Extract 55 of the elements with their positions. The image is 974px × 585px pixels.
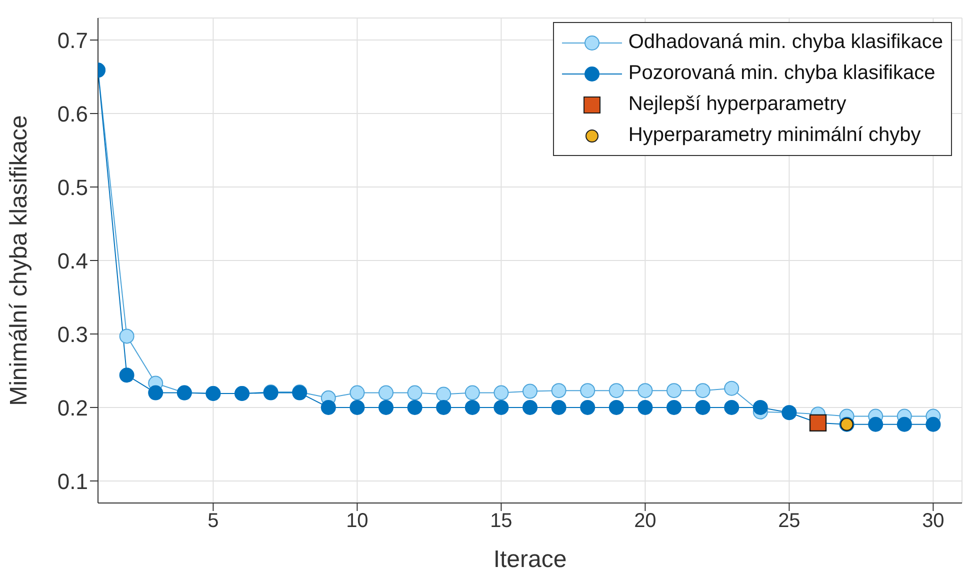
point bbox=[638, 383, 653, 398]
point bbox=[378, 385, 394, 400]
point bbox=[752, 400, 768, 415]
x-tick-label: 25 bbox=[778, 510, 800, 532]
point bbox=[551, 383, 566, 398]
point bbox=[666, 400, 682, 415]
point bbox=[695, 400, 710, 415]
point bbox=[148, 385, 164, 400]
point bbox=[407, 400, 422, 415]
point bbox=[580, 383, 596, 398]
y-tick-label: 0.3 bbox=[57, 322, 88, 347]
y-tick-label: 0.5 bbox=[57, 174, 88, 200]
point bbox=[666, 383, 682, 398]
point bbox=[522, 400, 538, 415]
point bbox=[350, 400, 365, 415]
point bbox=[695, 383, 710, 398]
x-tick-label: 20 bbox=[634, 510, 656, 532]
point bbox=[436, 400, 452, 415]
y-tick-label: 0.7 bbox=[57, 28, 88, 53]
point bbox=[896, 416, 912, 432]
x-tick-label: 30 bbox=[922, 510, 944, 532]
point bbox=[580, 400, 596, 415]
point bbox=[522, 384, 538, 399]
y-tick-label: 0.4 bbox=[57, 248, 88, 274]
point bbox=[494, 385, 509, 400]
legend-label: Hyperparametry minimální chyby bbox=[628, 124, 921, 147]
point bbox=[350, 385, 365, 400]
y-axis-title: Minimální chyba klasifikace bbox=[6, 115, 33, 406]
point bbox=[724, 400, 740, 415]
point bbox=[494, 400, 509, 415]
y-tick-label: 0.6 bbox=[57, 101, 88, 126]
legend-label: Nejlepší hyperparametry bbox=[628, 93, 846, 116]
point bbox=[464, 400, 480, 415]
x-tick-label: 5 bbox=[208, 510, 219, 532]
point bbox=[119, 328, 134, 344]
x-axis-title: Iterace bbox=[493, 546, 567, 573]
y-tick-label: 0.1 bbox=[57, 468, 88, 494]
point bbox=[464, 385, 480, 400]
point bbox=[119, 368, 134, 383]
point bbox=[926, 416, 941, 432]
point bbox=[608, 400, 624, 415]
point bbox=[407, 385, 422, 400]
point bbox=[724, 380, 740, 396]
point bbox=[868, 416, 884, 432]
point bbox=[551, 400, 566, 415]
y-tick-label: 0.2 bbox=[57, 395, 88, 420]
x-tick-label: 15 bbox=[490, 510, 512, 532]
legend-label: Pozorovaná min. chyba klasifikace bbox=[628, 62, 936, 85]
legend-label: Odhadovaná min. chyba klasifikace bbox=[628, 31, 943, 54]
point bbox=[320, 400, 336, 415]
x-tick-label: 10 bbox=[346, 510, 368, 532]
point bbox=[436, 386, 452, 402]
point bbox=[608, 383, 624, 398]
point bbox=[378, 400, 394, 415]
point bbox=[638, 400, 653, 415]
